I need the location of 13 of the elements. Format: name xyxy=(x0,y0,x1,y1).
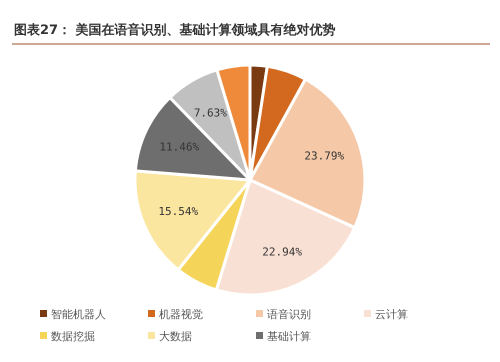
legend-label: 数据挖掘 xyxy=(51,330,95,343)
legend-label: 语音识别 xyxy=(267,308,311,321)
legend-label: 机器视觉 xyxy=(159,308,203,321)
chart-title: 图表27： 美国在语音识别、基础计算领域具有绝对优势 xyxy=(14,22,336,38)
data-label: 23.79% xyxy=(304,149,344,162)
data-label: 22.94% xyxy=(262,245,302,258)
legend-label: 基础计算 xyxy=(267,330,311,343)
data-label: 7.63% xyxy=(194,106,228,120)
legend-label: 智能机器人 xyxy=(51,308,106,321)
legend-label: 大数据 xyxy=(159,330,192,343)
data-label: 15.54% xyxy=(158,205,198,218)
legend-label: 云计算 xyxy=(375,308,408,321)
data-label: 11.46% xyxy=(159,140,200,154)
